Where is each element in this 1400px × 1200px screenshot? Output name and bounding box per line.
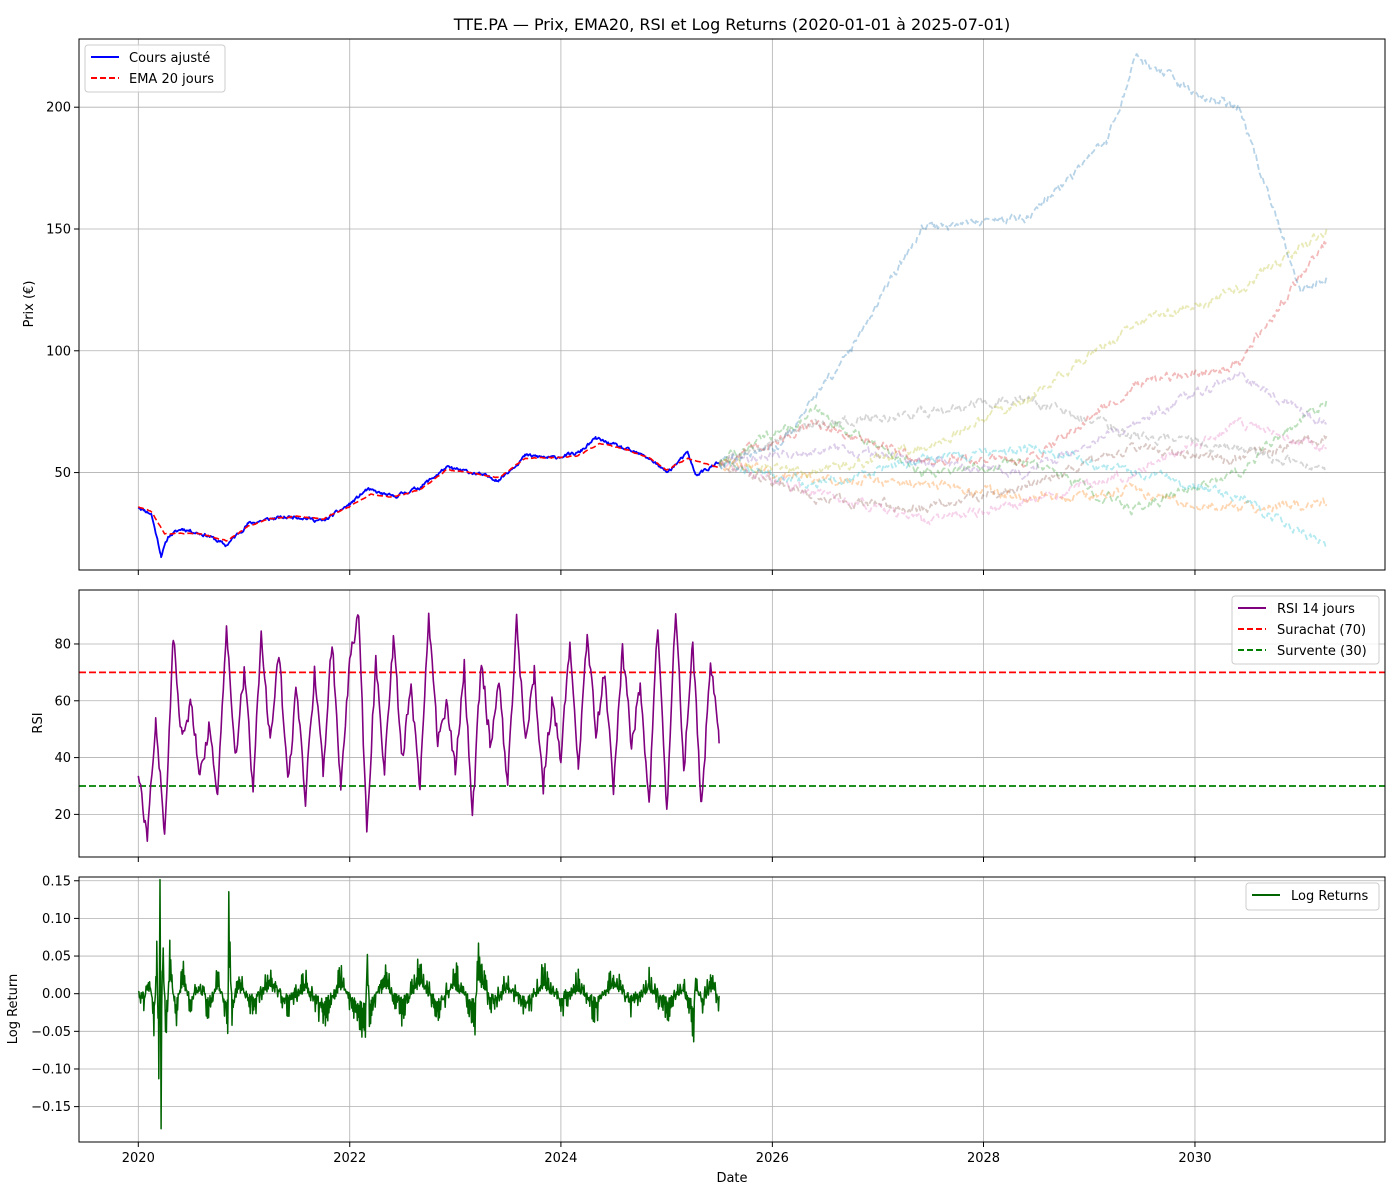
series-simulation-path xyxy=(718,240,1328,468)
x-tick-label: 2024 xyxy=(544,1151,577,1166)
x-axis-label: Date xyxy=(716,1171,747,1186)
y-tick-label: 0.05 xyxy=(42,950,71,965)
rsi-legend: RSI 14 jours Surachat (70) Survente (30) xyxy=(1231,595,1380,665)
chart-title: TTE.PA — Prix, EMA20, RSI et Log Returns… xyxy=(453,15,1011,34)
series-simulation-path xyxy=(718,435,1328,514)
legend-label-cours-ajuste: Cours ajusté xyxy=(129,51,210,66)
legend-label-surachat: Surachat (70) xyxy=(1277,623,1366,638)
y-tick-label: 50 xyxy=(54,466,71,481)
x-tick-label: 2028 xyxy=(967,1151,1000,1166)
legend-label-rsi14: RSI 14 jours xyxy=(1277,602,1355,617)
price-x-ticks xyxy=(137,570,1196,575)
y-tick-label: −0.05 xyxy=(31,1025,71,1040)
y-tick-label: 0.00 xyxy=(42,987,71,1002)
returns-plot-area xyxy=(79,877,1385,1142)
series-simulation-path xyxy=(718,228,1328,479)
y-tick-label: 60 xyxy=(54,694,71,709)
series-simulation-path xyxy=(718,417,1327,526)
returns-x-ticks: 2020 2022 2024 2026 2028 2030 xyxy=(122,1142,1212,1166)
legend-label-log-returns: Log Returns xyxy=(1291,889,1368,904)
y-tick-label: 100 xyxy=(46,344,71,359)
series-simulation-path xyxy=(718,395,1328,474)
rsi-y-axis-label: RSI xyxy=(31,712,46,733)
returns-legend: Log Returns xyxy=(1245,882,1380,911)
rsi-plot-frame xyxy=(78,589,1386,858)
returns-y-axis-label: Log Return xyxy=(6,974,21,1045)
series-cours-ajuste xyxy=(137,436,720,559)
series-rsi14 xyxy=(137,612,720,842)
price-grid xyxy=(79,39,1385,570)
price-plot-area xyxy=(79,39,1385,570)
y-tick-label: −0.15 xyxy=(31,1100,71,1115)
series-simulation-path xyxy=(718,371,1327,480)
y-tick-label: 150 xyxy=(46,222,71,237)
rsi-plot-area xyxy=(79,590,1385,857)
returns-legend-box xyxy=(1245,882,1380,911)
series-simulation-path xyxy=(718,399,1328,516)
y-tick-label: −0.10 xyxy=(31,1062,71,1077)
price-series xyxy=(137,53,1328,559)
price-legend: Cours ajusté EMA 20 jours xyxy=(84,44,226,93)
legend-label-survente: Survente (30) xyxy=(1277,644,1367,659)
series-simulation-path xyxy=(718,53,1328,465)
legend-label-ema20: EMA 20 jours xyxy=(129,72,214,87)
x-tick-label: 2030 xyxy=(1178,1151,1211,1166)
series-ema20 xyxy=(137,442,720,542)
y-tick-label: 80 xyxy=(54,637,71,652)
rsi-panel: 20 40 60 80 RSI RSI 14 jours Surachat (70) … xyxy=(31,589,1386,862)
x-tick-label: 2020 xyxy=(122,1151,155,1166)
rsi-y-ticks: 20 40 60 80 xyxy=(54,637,79,823)
series-simulation-path xyxy=(718,461,1328,514)
returns-grid xyxy=(79,877,1385,1142)
price-legend-box xyxy=(84,44,226,93)
price-y-axis-label: Prix (€) xyxy=(22,281,37,328)
x-tick-label: 2022 xyxy=(333,1151,366,1166)
log-returns-panel: 0.15 0.10 0.05 0.00 −0.05 −0.10 −0.15 2020 2022… xyxy=(6,874,1386,1186)
rsi-series xyxy=(79,612,1385,842)
y-tick-label: 20 xyxy=(54,808,71,823)
rsi-grid xyxy=(79,590,1385,857)
price-y-ticks: 50 100 150 200 xyxy=(46,101,79,481)
returns-series xyxy=(137,878,720,1130)
y-tick-label: 40 xyxy=(54,751,71,766)
x-tick-label: 2026 xyxy=(756,1151,789,1166)
price-plot-frame xyxy=(78,38,1386,571)
price-panel: 50 100 150 200 Prix (€) Cours ajusté EMA 20… xyxy=(22,38,1386,575)
y-tick-label: 0.10 xyxy=(42,912,71,927)
y-tick-label: 200 xyxy=(46,101,71,116)
series-simulation-path xyxy=(718,443,1327,547)
series-log-returns xyxy=(137,878,720,1130)
y-tick-label: 0.15 xyxy=(42,874,71,889)
rsi-legend-box xyxy=(1231,595,1380,665)
rsi-x-ticks xyxy=(137,857,1196,862)
returns-plot-frame xyxy=(78,876,1386,1143)
returns-y-ticks: 0.15 0.10 0.05 0.00 −0.05 −0.10 −0.15 xyxy=(31,874,79,1115)
